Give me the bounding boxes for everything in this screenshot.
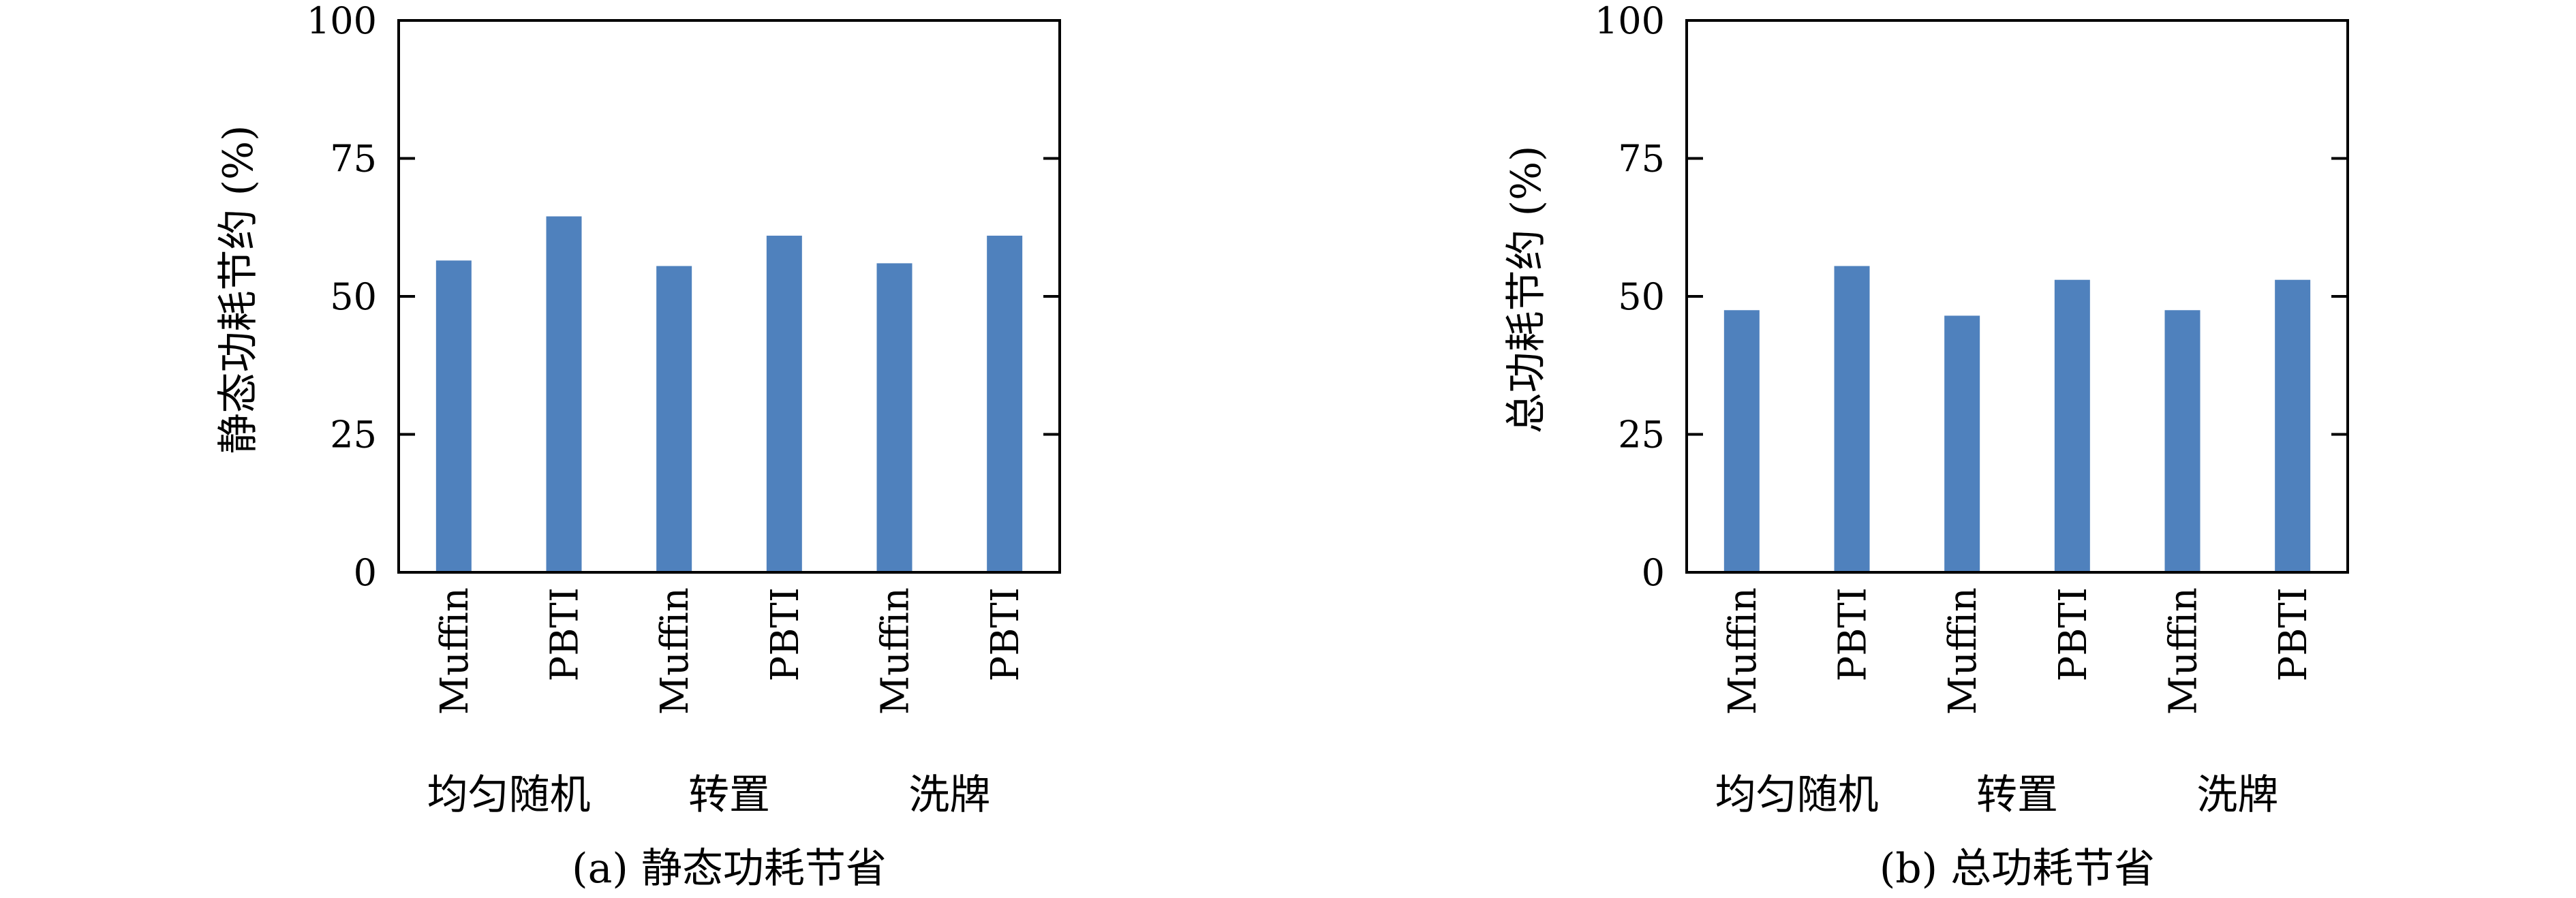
bar-1: [1723, 310, 1760, 572]
category-label: PBTI: [983, 587, 1028, 681]
category-label: Muffin: [653, 587, 697, 715]
y-tick-label: 50: [330, 275, 377, 318]
chart-caption: (b) 总功耗节省: [1880, 845, 2155, 893]
bar-5: [2164, 310, 2201, 572]
y-tick-label: 25: [330, 414, 377, 456]
bar-3: [1944, 315, 1980, 572]
category-label: PBTI: [1831, 587, 1875, 681]
category-label: Muffin: [433, 587, 477, 715]
category-label: PBTI: [2051, 587, 2096, 681]
y-tick-label: 75: [330, 138, 377, 181]
group-label: 均匀随机: [1715, 771, 1879, 819]
bar-6: [2275, 279, 2311, 572]
bar-4: [2054, 279, 2090, 572]
y-axis-label: 总功耗节约 (%): [1503, 146, 1550, 434]
y-tick-label: 0: [1642, 551, 1665, 594]
category-label: PBTI: [2271, 587, 2316, 681]
category-label: Muffin: [1721, 587, 1765, 715]
group-label: 洗牌: [908, 771, 990, 819]
bar-2: [1834, 266, 1870, 572]
bar-4: [766, 235, 802, 572]
y-tick-label: 50: [1618, 275, 1665, 318]
category-label: PBTI: [543, 587, 587, 681]
y-tick-label: 25: [1618, 414, 1665, 456]
bar-6: [987, 235, 1023, 572]
plot-frame: [397, 19, 1061, 574]
chart-panel-2: 0 25 50 75 100 Muffin PBTI Muffin PBTI Muffin PBTI…: [1503, 0, 2349, 893]
y-axis-label: 静态功耗节约 (%): [215, 125, 262, 454]
group-label: 洗牌: [2196, 771, 2278, 819]
group-label: 均匀随机: [427, 771, 591, 819]
chart-panel-1: 0 25 50 75 100 Muffin PBTI Muffin PBTI Muffin PBTI…: [215, 0, 1061, 893]
plot-frame: [1685, 19, 2349, 574]
bar-3: [656, 266, 692, 572]
chart-caption: (a) 静态功耗节省: [572, 845, 887, 893]
y-tick-label: 0: [354, 551, 377, 594]
y-tick-label: 100: [1595, 0, 1665, 42]
category-label: PBTI: [763, 587, 808, 681]
bar-2: [546, 216, 582, 572]
bar-5: [876, 263, 913, 572]
category-label: Muffin: [874, 587, 918, 715]
group-label: 转置: [688, 771, 770, 819]
category-label: Muffin: [2162, 587, 2206, 715]
group-label: 转置: [1976, 771, 2058, 819]
bar-1: [435, 260, 472, 572]
y-tick-label: 75: [1618, 138, 1665, 181]
category-label: Muffin: [1941, 587, 1985, 715]
y-tick-label: 100: [307, 0, 377, 42]
